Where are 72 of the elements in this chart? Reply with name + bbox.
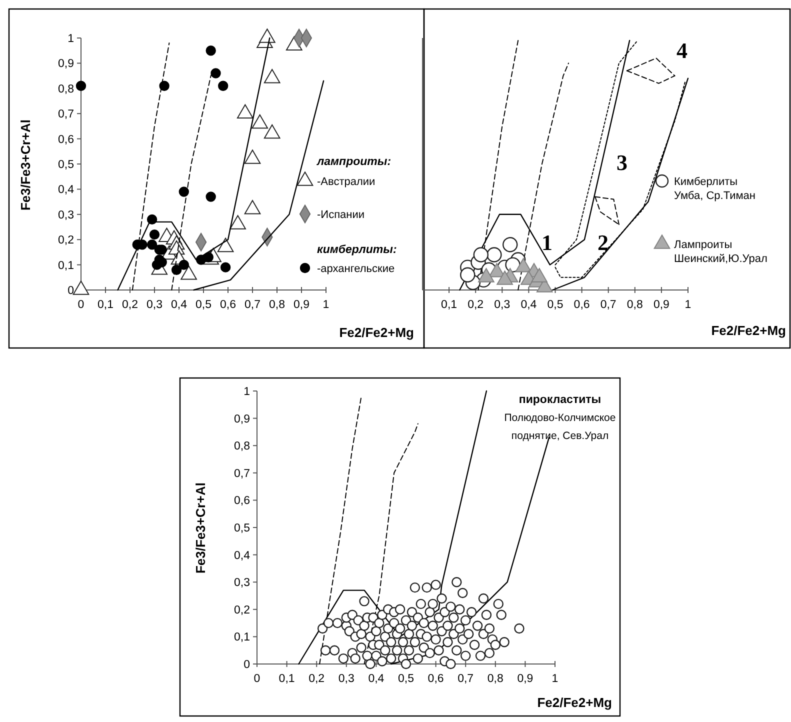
annotation: 4: [676, 38, 688, 63]
legend-label: -архангельские: [317, 263, 395, 275]
legend-label: -Австралии: [317, 176, 376, 188]
annotation: лампроиты:: [316, 156, 392, 168]
x-tick-label: 0,5: [196, 299, 212, 311]
x-axis-title: Fe2/Fe2+Mg: [339, 325, 414, 340]
annotation: 3: [616, 150, 628, 175]
y-tick-label: 0,5: [58, 159, 74, 171]
x-tick-label: 0,5: [547, 299, 564, 311]
y-axis-title: Fe3/Fe3+Cr+Al: [18, 119, 33, 211]
y-tick-label: 0,9: [58, 58, 74, 70]
annotation: Полюдово-Колчимское: [504, 412, 616, 424]
y-tick-label: 0,7: [234, 468, 250, 480]
y-tick-label: 1: [68, 33, 74, 45]
annotation: пирокластиты: [518, 394, 602, 406]
x-tick-label: 0,9: [294, 299, 310, 311]
y-tick-label: 0,9: [234, 413, 250, 426]
x-tick-label: 0,6: [574, 299, 590, 311]
x-tick-label: 0,3: [494, 299, 510, 311]
x-tick-label: 0,1: [278, 673, 295, 685]
x-tick-label: 1: [684, 299, 692, 311]
x-tick-label: 0,2: [308, 673, 325, 685]
x-tick-label: 0,8: [626, 299, 643, 311]
y-tick-label: 0,7: [58, 108, 74, 121]
x-axis-title: Fe2/Fe2+Mg: [537, 695, 612, 710]
legend-label: -Испании: [317, 209, 365, 221]
x-tick-label: 0,9: [653, 299, 670, 311]
annotation: поднятие, Сев.Урал: [511, 430, 609, 442]
y-tick-label: 1: [244, 386, 250, 398]
x-tick-label: 0,5: [398, 673, 414, 685]
x-tick-label: 0: [254, 673, 260, 685]
y-tick-label: 0,3: [58, 209, 74, 222]
y-tick-label: 0,8: [58, 83, 74, 96]
x-tick-label: 0,9: [517, 673, 534, 685]
x-axis-title: Fe2/Fe2+Mg: [711, 323, 786, 338]
annotation: 1: [542, 230, 552, 255]
y-tick-label: 0,6: [58, 134, 74, 146]
y-tick-label: 0,1: [234, 632, 250, 644]
x-tick-label: 0,6: [428, 673, 444, 685]
x-tick-label: 0,3: [146, 299, 162, 311]
x-tick-label: 0,4: [171, 299, 188, 311]
y-tick-label: 0: [244, 659, 250, 671]
annotation: кимберлиты:: [317, 244, 397, 256]
x-tick-label: 0,4: [368, 673, 385, 685]
x-tick-label: 0,1: [98, 299, 114, 311]
x-tick-label: 0,2: [468, 299, 484, 311]
y-tick-label: 0,3: [234, 577, 250, 590]
x-tick-label: 0,7: [458, 673, 474, 685]
y-tick-label: 0,4: [58, 184, 75, 196]
y-tick-label: 0,5: [234, 522, 250, 534]
x-tick-label: 1: [552, 673, 558, 685]
x-tick-label: 0,8: [487, 673, 504, 685]
x-tick-label: 1: [322, 299, 330, 311]
x-tick-label: 0,6: [220, 299, 236, 311]
y-tick-label: 0,6: [234, 495, 250, 508]
y-tick-label: 0,2: [58, 234, 74, 247]
x-tick-label: 0: [78, 299, 84, 311]
x-tick-label: 0,1: [441, 299, 458, 311]
legend-label: Лампроиты Шеинский,Ю.Урал: [674, 239, 768, 265]
y-tick-label: 0,1: [58, 260, 74, 272]
y-tick-label: 0: [68, 285, 74, 297]
x-tick-label: 0,7: [600, 299, 616, 311]
y-axis-title: Fe3/Fe3+Cr+Al: [193, 482, 208, 574]
y-tick-label: 0,4: [234, 550, 251, 562]
x-tick-label: 0,3: [338, 673, 354, 685]
y-tick-label: 0,8: [234, 440, 250, 453]
legend-label: Кимберлиты Умба, Ср.Тиман: [674, 176, 756, 202]
annotation: 2: [598, 230, 608, 255]
x-tick-label: 0,8: [269, 299, 285, 311]
x-tick-label: 0,2: [122, 299, 138, 311]
x-tick-label: 0,4: [520, 299, 538, 311]
y-tick-label: 0,2: [234, 604, 250, 616]
